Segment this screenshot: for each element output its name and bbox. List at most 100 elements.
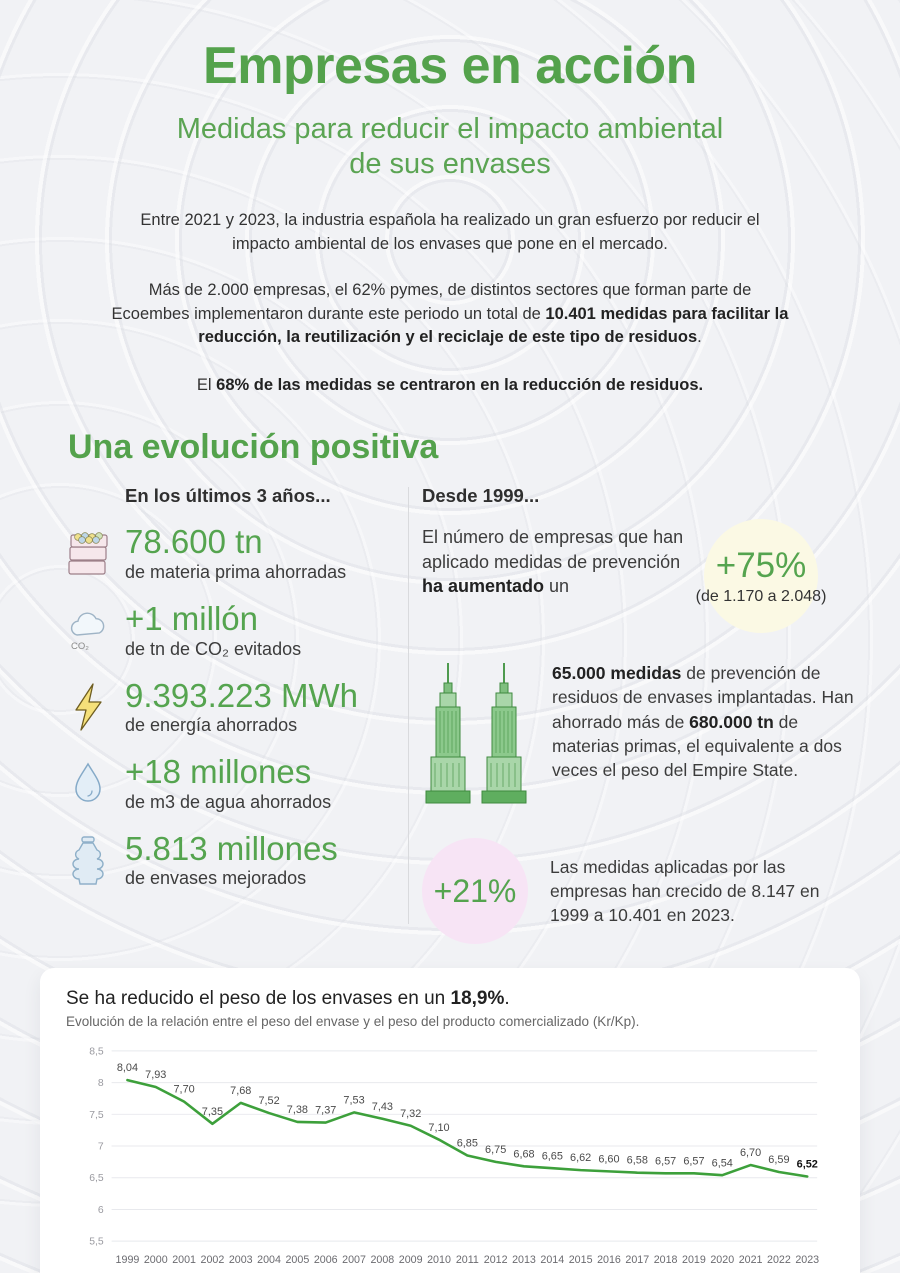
- svg-text:6: 6: [98, 1205, 104, 1216]
- svg-text:5,5: 5,5: [89, 1237, 104, 1248]
- svg-text:8: 8: [98, 1078, 104, 1089]
- header: Empresas en acción Medidas para reducir …: [0, 0, 900, 183]
- svg-text:2006: 2006: [314, 1254, 338, 1266]
- section-heading-evolution: Una evolución positiva: [68, 428, 439, 467]
- svg-text:8,5: 8,5: [89, 1047, 104, 1058]
- svg-text:7,43: 7,43: [372, 1101, 393, 1113]
- svg-text:2008: 2008: [370, 1254, 394, 1266]
- svg-text:2015: 2015: [569, 1254, 593, 1266]
- co2-cloud-icon: CO₂: [62, 605, 114, 657]
- svg-text:6,85: 6,85: [457, 1138, 478, 1150]
- stat-label-raw-material: de materia prima ahorradas: [125, 561, 347, 582]
- water-drop-icon: [62, 758, 114, 810]
- stat-label-packaging: de envases mejorados: [125, 868, 307, 889]
- svg-text:2021: 2021: [739, 1254, 763, 1266]
- svg-text:7,10: 7,10: [428, 1122, 449, 1134]
- growth-percentage-value: +75%: [715, 546, 807, 586]
- growth-range-detail: (de 1.170 a 2.048): [695, 588, 827, 606]
- svg-text:2000: 2000: [144, 1254, 168, 1266]
- measures-growth-row: +21% Las medidas aplicadas por las empre…: [422, 838, 867, 945]
- svg-text:7,35: 7,35: [202, 1106, 223, 1118]
- svg-text:6,57: 6,57: [655, 1156, 676, 1168]
- svg-text:2023: 2023: [795, 1254, 819, 1266]
- evolution-columns: En los últimos 3 años...: [0, 477, 900, 945]
- svg-text:2020: 2020: [710, 1254, 734, 1266]
- svg-text:2004: 2004: [257, 1254, 281, 1266]
- stat-row-energy: 9.393.223 MWh de energía ahorrados: [62, 676, 408, 737]
- packaging-weight-line-chart: 8,5 8 7,5 7 6,5 6 5,5 1999 2000 2001 2002 2003 2004 2…: [66, 1039, 834, 1273]
- prevention-measures-text: 65.000 medidas de prevención de residuos…: [552, 663, 854, 780]
- svg-text:2011: 2011: [456, 1254, 479, 1266]
- svg-text:6,57: 6,57: [683, 1156, 704, 1168]
- svg-text:2001: 2001: [172, 1254, 196, 1266]
- svg-text:7,52: 7,52: [258, 1095, 279, 1107]
- svg-text:2007: 2007: [342, 1254, 366, 1266]
- svg-text:6,65: 6,65: [542, 1151, 563, 1163]
- companies-growth-row: El número de empresas que han aplicado m…: [422, 519, 867, 634]
- stat-value-raw-material: 78.600 tn: [125, 523, 263, 561]
- companies-growth-text: El número de empresas que han aplicado m…: [422, 527, 684, 596]
- svg-text:2014: 2014: [540, 1254, 564, 1266]
- page-subtitle: Medidas para reducir el impacto ambienta…: [176, 113, 724, 181]
- growth-percentage-badge: +75% (de 1.170 a 2.048): [696, 519, 826, 634]
- svg-text:7,38: 7,38: [287, 1104, 308, 1116]
- stat-row-packaging: 5.813 millones de envases mejorados: [62, 829, 408, 890]
- svg-text:7,37: 7,37: [315, 1105, 336, 1117]
- page-title: Empresas en acción: [203, 37, 697, 95]
- svg-text:7,68: 7,68: [230, 1085, 251, 1097]
- stat-row-raw-material: 78.600 tn de materia prima ahorradas: [62, 525, 408, 583]
- empire-state-towers-icon: [422, 661, 530, 812]
- svg-text:2018: 2018: [654, 1254, 678, 1266]
- svg-text:2009: 2009: [399, 1254, 423, 1266]
- svg-text:6,60: 6,60: [598, 1154, 619, 1166]
- intro-paragraph-1: Entre 2021 y 2023, la industria española…: [140, 210, 760, 253]
- svg-text:7,5: 7,5: [89, 1110, 104, 1121]
- svg-text:2010: 2010: [427, 1254, 451, 1266]
- measures-growth-text: Las medidas aplicadas por las empresas h…: [550, 857, 820, 926]
- svg-text:1999: 1999: [116, 1254, 140, 1266]
- empire-state-row: 65.000 medidas de prevención de residuos…: [422, 661, 867, 812]
- intro-section: Entre 2021 y 2023, la industria española…: [0, 209, 900, 399]
- svg-text:6,68: 6,68: [513, 1149, 534, 1161]
- bottle-icon: [62, 835, 114, 887]
- stat-value-energy: 9.393.223 MWh: [125, 676, 358, 714]
- svg-text:8,04: 8,04: [117, 1062, 138, 1074]
- lightning-icon: [62, 681, 114, 733]
- right-column-header: Desde 1999...: [422, 485, 540, 507]
- measures-percentage-value: +21%: [433, 872, 517, 909]
- svg-text:2012: 2012: [484, 1254, 508, 1266]
- svg-text:2017: 2017: [625, 1254, 649, 1266]
- stat-label-co2: de tn de CO₂ evitados: [125, 638, 302, 659]
- column-divider: [408, 487, 409, 925]
- svg-text:6,70: 6,70: [740, 1147, 761, 1159]
- svg-text:2013: 2013: [512, 1254, 536, 1266]
- stat-label-energy: de energía ahorrados: [125, 715, 298, 736]
- intro-paragraph-2: Más de 2.000 empresas, el 62% pymes, de …: [111, 280, 789, 347]
- svg-text:6,54: 6,54: [712, 1158, 733, 1170]
- svg-text:2003: 2003: [229, 1254, 253, 1266]
- svg-text:7,93: 7,93: [145, 1069, 166, 1081]
- svg-text:2016: 2016: [597, 1254, 621, 1266]
- chart-title: Se ha reducido el peso de los envases en…: [66, 988, 510, 1010]
- stat-row-water: +18 millones de m3 de agua ahorrados: [62, 755, 408, 813]
- fruit-crates-icon: [62, 528, 114, 580]
- packaging-weight-chart-card: Se ha reducido el peso de los envases en…: [40, 968, 860, 1273]
- stat-value-packaging: 5.813 millones: [125, 829, 338, 867]
- svg-text:2019: 2019: [682, 1254, 706, 1266]
- stat-value-water: +18 millones: [125, 753, 312, 791]
- svg-text:6,75: 6,75: [485, 1144, 506, 1156]
- svg-text:2022: 2022: [767, 1254, 791, 1266]
- stat-value-co2: +1 millón: [125, 599, 258, 637]
- svg-text:6,59: 6,59: [768, 1154, 789, 1166]
- svg-text:6,58: 6,58: [627, 1155, 648, 1167]
- svg-text:2002: 2002: [201, 1254, 225, 1266]
- svg-text:2005: 2005: [286, 1254, 310, 1266]
- intro-paragraph-3: El 68% de las medidas se centraron en la…: [196, 376, 704, 395]
- stat-label-water: de m3 de agua ahorrados: [125, 791, 332, 812]
- svg-text:6,5: 6,5: [89, 1173, 104, 1184]
- svg-text:7,53: 7,53: [343, 1095, 364, 1107]
- svg-text:7,32: 7,32: [400, 1108, 421, 1120]
- right-column-since-1999: Desde 1999... El número de empresas que …: [422, 477, 867, 945]
- left-column-last-3-years: En los últimos 3 años...: [62, 477, 408, 908]
